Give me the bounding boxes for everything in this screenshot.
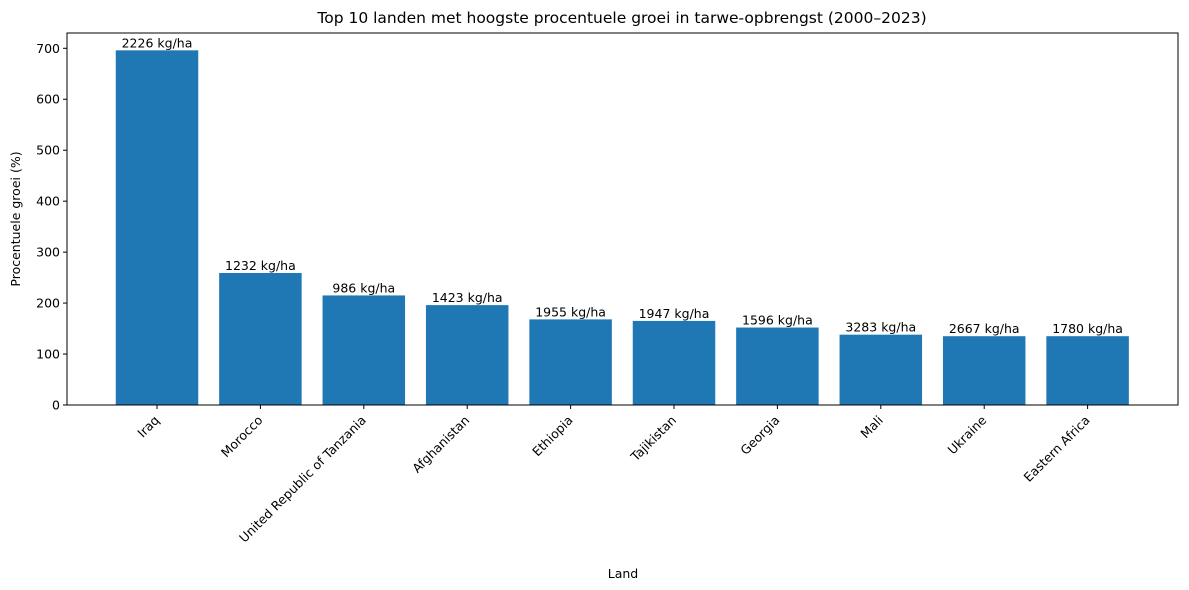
- x-tick-label: Eastern Africa: [1020, 413, 1092, 485]
- bar-tajikistan: [632, 320, 716, 405]
- bar-value-label: 3283 kg/ha: [845, 320, 916, 335]
- y-tick-label: 100: [36, 347, 60, 362]
- bar-ethiopia: [529, 319, 612, 405]
- x-tick-label: Morocco: [218, 413, 266, 461]
- y-tick-label: 400: [36, 194, 60, 209]
- x-tick-label: Mali: [857, 413, 886, 442]
- y-tick-label: 600: [36, 92, 60, 107]
- x-tick-label: Ukraine: [945, 412, 990, 457]
- bar-mali: [839, 334, 923, 405]
- bar-value-label: 1780 kg/ha: [1052, 321, 1123, 336]
- x-tick-label: Ethiopia: [529, 413, 576, 460]
- bar-united-republic-of-tanzania: [322, 295, 406, 405]
- x-tick-label: Iraq: [134, 413, 162, 441]
- bar-morocco: [219, 273, 302, 405]
- y-tick-label: 200: [36, 296, 60, 311]
- bar-value-label: 2226 kg/ha: [122, 35, 193, 50]
- bar-iraq: [115, 50, 199, 406]
- x-tick-label: Georgia: [737, 413, 782, 458]
- x-tick-label: Afghanistan: [409, 413, 472, 476]
- plot-frame: [66, 32, 1179, 406]
- y-tick-label: 500: [36, 143, 60, 158]
- bar-eastern-africa: [1046, 336, 1129, 405]
- y-tick-label: 300: [36, 245, 60, 260]
- bar-labels-group: 2226 kg/ha 1232 kg/ha 986 kg/ha 1423 kg/ha 1…: [122, 35, 1123, 336]
- x-axis-label: Land: [608, 566, 638, 581]
- bar-value-label: 986 kg/ha: [332, 280, 395, 295]
- y-tick-label: 700: [36, 41, 60, 56]
- bars-group: [115, 50, 1129, 406]
- y-tick-label: 0: [52, 398, 60, 413]
- bar-value-label: 2667 kg/ha: [949, 321, 1020, 336]
- bar-value-label: 1596 kg/ha: [742, 313, 813, 328]
- y-axis: 0 100 200 300 400 500 600 700: [36, 41, 67, 413]
- bar-value-label: 1947 kg/ha: [639, 306, 710, 321]
- bar-value-label: 1232 kg/ha: [225, 258, 296, 273]
- chart-title: Top 10 landen met hoogste procentuele gr…: [316, 9, 926, 27]
- bar-georgia: [736, 327, 819, 405]
- y-axis-label: Procentuele groei (%): [8, 151, 23, 286]
- bar-value-label: 1955 kg/ha: [535, 304, 606, 319]
- x-tick-label: Tajikistan: [627, 413, 679, 465]
- bar-ukraine: [942, 336, 1026, 405]
- bar-value-label: 1423 kg/ha: [432, 290, 503, 305]
- bar-afghanistan: [425, 305, 509, 405]
